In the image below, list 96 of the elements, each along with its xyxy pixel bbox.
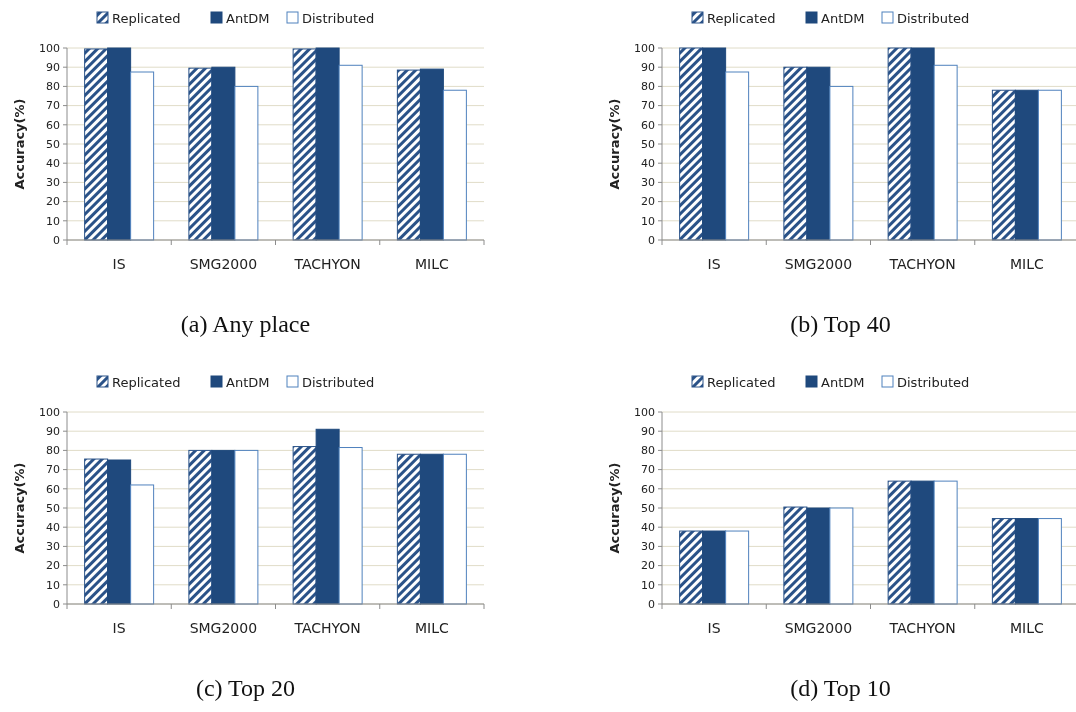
bar — [829, 507, 854, 605]
legend-label: Replicated — [112, 374, 181, 390]
y-tick-label: 20 — [641, 559, 655, 573]
x-tick-label: MILC — [1009, 256, 1044, 272]
bar — [234, 85, 259, 241]
y-tick-label: 0 — [648, 233, 655, 247]
y-tick-label: 60 — [641, 482, 655, 496]
y-tick-label: 70 — [641, 463, 655, 477]
x-tick-label: SMG2000 — [189, 256, 258, 272]
y-tick-label: 0 — [648, 597, 655, 611]
y-tick-label: 80 — [641, 444, 655, 458]
y-tick-label: 60 — [641, 118, 655, 132]
y-tick-label: 90 — [46, 61, 60, 75]
y-tick-label: 20 — [46, 559, 60, 573]
legend-label: Replicated — [707, 374, 776, 390]
x-tick-label: SMG2000 — [784, 620, 853, 636]
bar — [933, 480, 958, 605]
y-tick-label: 40 — [641, 521, 655, 535]
y-tick-label: 80 — [46, 444, 60, 458]
x-tick-label: IS — [112, 256, 126, 272]
x-tick-label: TACHYON — [888, 620, 956, 636]
y-tick-label: 10 — [641, 214, 655, 228]
y-tick-label: 100 — [39, 405, 60, 419]
y-tick-label: 70 — [46, 463, 60, 477]
y-tick-label: 30 — [641, 540, 655, 554]
bar — [1037, 89, 1062, 241]
y-tick-label: 0 — [53, 597, 60, 611]
y-tick-label: 50 — [641, 501, 655, 515]
x-tick-label: MILC — [414, 620, 449, 636]
y-axis-title: Accuracy(%) — [607, 462, 622, 554]
text: (b) Top 40 — [790, 311, 891, 337]
x-tick-label: TACHYON — [293, 256, 361, 272]
y-tick-label: 20 — [46, 195, 60, 209]
y-axis-title: Accuracy(%) — [607, 98, 622, 190]
y-tick-label: 30 — [641, 176, 655, 190]
x-tick-label: TACHYON — [293, 620, 361, 636]
y-tick-label: 10 — [641, 578, 655, 592]
bar — [829, 85, 854, 241]
y-tick-label: 30 — [46, 176, 60, 190]
x-tick-label: IS — [112, 620, 126, 636]
bar — [725, 530, 750, 605]
y-tick-label: 50 — [46, 501, 60, 515]
y-tick-label: 10 — [46, 578, 60, 592]
y-tick-label: 40 — [46, 157, 60, 171]
legend-label: AntDM — [821, 10, 865, 26]
legend-label: Distributed — [302, 10, 375, 26]
y-tick-label: 20 — [641, 195, 655, 209]
y-tick-label: 70 — [46, 99, 60, 113]
bar — [442, 453, 467, 605]
legend-label: Replicated — [112, 10, 181, 26]
x-tick-label: IS — [707, 256, 721, 272]
y-tick-label: 50 — [46, 137, 60, 151]
y-tick-label: 100 — [634, 41, 655, 55]
y-tick-label: 90 — [641, 425, 655, 439]
y-tick-label: 60 — [46, 118, 60, 132]
bar — [338, 64, 363, 241]
legend-label: Distributed — [302, 374, 375, 390]
legend-label: Distributed — [897, 374, 970, 390]
y-tick-label: 10 — [46, 214, 60, 228]
y-tick-label: 30 — [46, 540, 60, 554]
y-tick-label: 40 — [46, 521, 60, 535]
x-tick-label: MILC — [414, 256, 449, 272]
x-tick-label: SMG2000 — [784, 256, 853, 272]
y-axis-title: Accuracy(%) — [12, 98, 27, 190]
y-tick-label: 80 — [46, 80, 60, 94]
y-tick-label: 40 — [641, 157, 655, 171]
y-tick-label: 90 — [641, 61, 655, 75]
bar — [933, 64, 958, 241]
legend-label: AntDM — [821, 374, 865, 390]
y-tick-label: 60 — [46, 482, 60, 496]
y-tick-label: 0 — [53, 233, 60, 247]
bar — [442, 89, 467, 241]
y-tick-label: 50 — [641, 137, 655, 151]
legend-label: AntDM — [226, 10, 270, 26]
y-tick-label: 70 — [641, 99, 655, 113]
x-tick-label: SMG2000 — [189, 620, 258, 636]
x-tick-label: MILC — [1009, 620, 1044, 636]
y-axis-title: Accuracy(%) — [12, 462, 27, 554]
text: (c) Top 20 — [195, 675, 296, 701]
bar — [725, 71, 750, 241]
bar — [130, 484, 155, 605]
y-tick-label: 80 — [641, 80, 655, 94]
legend-label: AntDM — [226, 374, 270, 390]
bar — [338, 447, 363, 605]
legend-label: Replicated — [707, 10, 776, 26]
x-tick-label: TACHYON — [888, 256, 956, 272]
x-tick-label: IS — [707, 620, 721, 636]
y-tick-label: 100 — [39, 41, 60, 55]
text: (a) Any place — [180, 311, 311, 337]
legend-label: Distributed — [897, 10, 970, 26]
bar — [130, 71, 155, 241]
bar — [234, 449, 259, 605]
y-tick-label: 90 — [46, 425, 60, 439]
y-tick-label: 100 — [634, 405, 655, 419]
text: (d) Top 10 — [790, 675, 891, 701]
bar — [1037, 518, 1062, 605]
